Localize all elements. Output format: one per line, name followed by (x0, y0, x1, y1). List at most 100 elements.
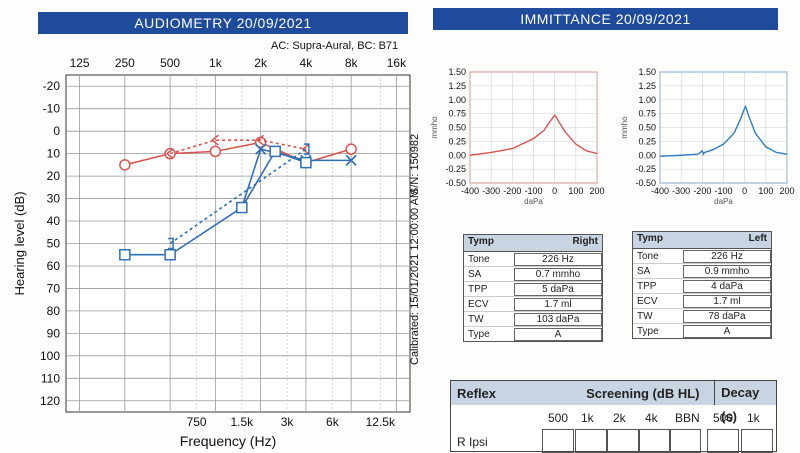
y-tick-label: 20 (47, 169, 61, 183)
y-tick-label: 0.00 (638, 150, 656, 160)
x-tick-label: -400 (461, 186, 479, 196)
x-top-tick-label: 8k (345, 56, 359, 70)
decay-col-header: 500 (713, 411, 734, 425)
y-tick-label: -20 (43, 79, 61, 93)
y-tick-label: -0.25 (445, 164, 466, 174)
tymp-row-value: 5 daPa (514, 282, 602, 296)
tymp-row-label: TW (468, 313, 484, 325)
tymp-row-value: 226 Hz (683, 249, 771, 263)
x-tick-label: 0 (552, 186, 557, 196)
x-bottom-tick-label: 6k (326, 415, 340, 429)
x-axis-label: Frequency (Hz) (180, 433, 276, 449)
tymp-row: TPP 4 daPa (633, 279, 771, 294)
tymp-row-value: A (514, 327, 602, 341)
tymp-row: SA 0.9 mmho (633, 264, 771, 279)
tymp-row-value: 0.9 mmho (683, 264, 771, 278)
data-point-bc (165, 148, 174, 160)
y-tick-label: 1.00 (638, 95, 656, 105)
audiometry-header: AUDIOMETRY 20/09/2021 (38, 12, 408, 34)
x-tick-label: -300 (482, 186, 500, 196)
tymp-row: Tone 226 Hz (633, 249, 771, 264)
y-tick-label: 0 (53, 124, 60, 138)
transducer-label: AC: Supra-Aural, BC: B71 (271, 40, 399, 52)
x-top-tick-label: 1k (209, 56, 223, 70)
tymp-row-value: 226 Hz (514, 252, 602, 266)
y-tick-label: 1.00 (448, 95, 466, 105)
screening-col-header: 500 (548, 411, 569, 425)
x-top-tick-label: 500 (160, 56, 180, 70)
y-tick-label: -0.50 (635, 178, 656, 188)
data-point-masked-bc (168, 237, 174, 250)
x-tick-label: 0 (742, 186, 747, 196)
tympanogram-curve (659, 104, 788, 158)
tymp-row: ECV 1.7 ml (464, 297, 602, 312)
x-tick-label: 100 (758, 186, 773, 196)
calibration-date: Calibrated: 15/01/2021 12:00:00 AM (409, 188, 421, 365)
y-tick-label: 1.25 (638, 81, 656, 91)
reflex-cell[interactable] (575, 429, 607, 453)
screening-col-header: 1k (581, 411, 594, 425)
y-tick-label: 0.00 (448, 150, 466, 160)
y-tick-label: 0.50 (448, 123, 466, 133)
tymp-row-label: SA (637, 265, 651, 277)
y-tick-label: 70 (47, 281, 61, 295)
tymp-row-label: ECV (468, 298, 489, 310)
data-point-square (300, 156, 312, 169)
tymp-row-value: 0.7 mmho (514, 267, 602, 281)
tymp-row-label: Type (637, 325, 659, 337)
tymp-row-value: 1.7 ml (514, 297, 602, 311)
y-tick-label: -0.25 (635, 164, 656, 174)
data-point-circle (119, 159, 131, 171)
tymp-row-label: Tone (637, 250, 659, 262)
y-tick-label: 30 (47, 192, 61, 206)
x-top-tick-label: 4k (300, 56, 314, 70)
reflex-cell[interactable] (542, 429, 574, 453)
reflex-row-label: R Ipsi (457, 435, 488, 449)
x-bottom-tick-label: 3k (281, 415, 295, 429)
x-tick-label: -400 (651, 186, 669, 196)
ear-side-label: Left (748, 233, 767, 244)
tymp-row-value: 78 daPa (683, 309, 771, 323)
reflex-cell[interactable] (741, 429, 773, 453)
reflex-cell[interactable] (669, 429, 701, 453)
tymp-row-label: ECV (637, 295, 658, 307)
x-tick-label: 100 (568, 186, 583, 196)
reflex-cell[interactable] (607, 429, 639, 453)
data-point-square (269, 145, 281, 158)
data-point-square (164, 248, 176, 261)
immittance-header: IMMITTANCE 20/09/2021 (433, 8, 778, 30)
y-tick-label: 0.25 (638, 136, 656, 146)
y-tick-label: 50 (47, 237, 61, 251)
x-tick-label: -300 (672, 186, 690, 196)
reflex-cell[interactable] (707, 429, 739, 453)
tymp-row: Type A (464, 327, 602, 341)
x-tick-label: -100 (524, 186, 542, 196)
x-tick-label: 200 (779, 186, 794, 196)
y-tick-label: 0.25 (448, 136, 466, 146)
data-point-cross (345, 154, 357, 166)
y-tick-label: -10 (43, 102, 61, 116)
x-top-tick-label: 16k (387, 56, 407, 70)
tymp-tab-label: Tymp (637, 233, 663, 244)
tymp-table-left: Tymp Left Tone 226 Hz SA 0.9 mmho TPP 4 daPa EC… (632, 231, 772, 339)
x-tick-label: -200 (693, 186, 711, 196)
screening-col-header: BBN (675, 411, 700, 425)
y-tick-label: 60 (47, 259, 61, 273)
ear-side-label: Right (572, 236, 598, 247)
x-axis-label: daPa (714, 197, 733, 206)
x-top-tick-label: 250 (115, 56, 135, 70)
series-line-right-bc (169, 139, 307, 155)
y-axis-label: mmho (430, 116, 439, 139)
data-point-bc (301, 143, 310, 155)
x-top-tick-label: 125 (70, 56, 90, 70)
reflex-cell[interactable] (639, 429, 671, 453)
tymp-table-right: Tymp Right Tone 226 Hz SA 0.7 mmho TPP 5 daPa E… (463, 234, 603, 342)
y-tick-label: 80 (47, 304, 61, 318)
data-point-bc (256, 134, 265, 146)
reflex-table: Reflex Screening (dB HL) Decay (s) 500 1k… (450, 380, 777, 453)
y-axis-label: Hearing level (dB) (12, 191, 27, 295)
tymp-row: TW 103 daPa (464, 312, 602, 327)
screening-col-header: 2k (613, 411, 626, 425)
tymp-row-value: A (683, 324, 771, 338)
y-tick-label: 110 (41, 371, 60, 385)
